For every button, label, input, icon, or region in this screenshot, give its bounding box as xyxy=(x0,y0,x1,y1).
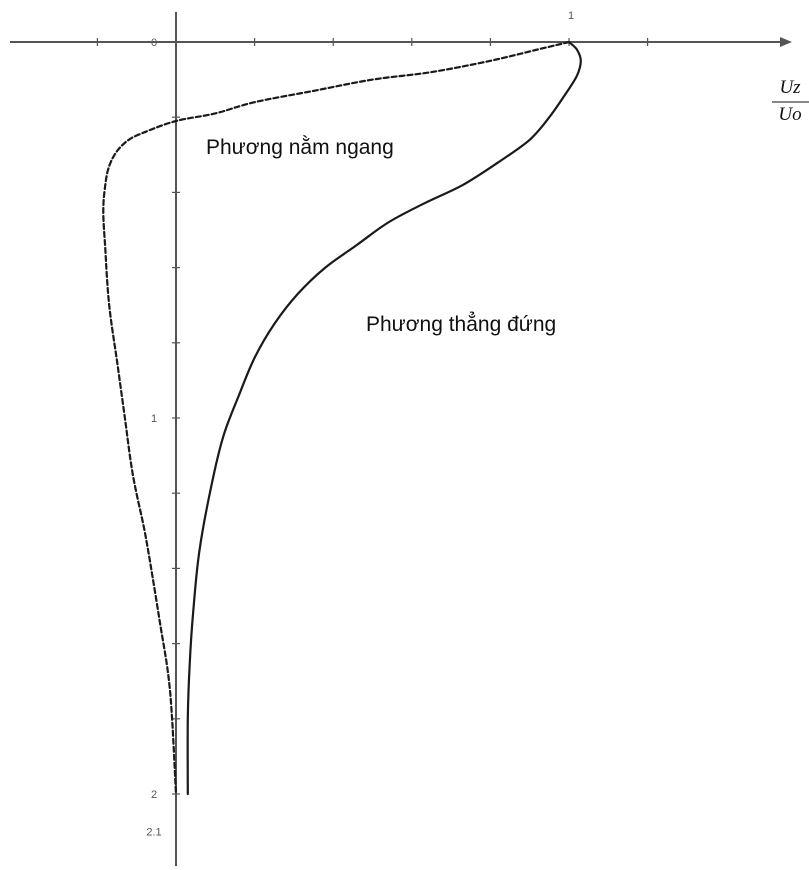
x-axis-arrow xyxy=(780,37,792,47)
x-tick-label: 1 xyxy=(568,10,574,22)
series-vertical-line xyxy=(186,40,582,796)
y-tick-label: 1 xyxy=(151,413,157,425)
axes xyxy=(10,12,792,866)
annotation-vertical: Phương thẳng đứng xyxy=(366,312,556,336)
unit-denominator: Uo xyxy=(778,104,801,125)
y-tick-label: 2 xyxy=(151,789,157,801)
x-axis-unit-label: Uz Uo xyxy=(772,77,809,125)
tick-labels: 1 0 1 2 2.1 xyxy=(146,10,574,839)
series-layer xyxy=(102,40,582,796)
unit-numerator: Uz xyxy=(779,77,801,98)
y-tick-label: 2.1 xyxy=(146,827,161,839)
ticks xyxy=(96,38,649,795)
series-horizontal-line xyxy=(102,40,571,796)
annotation-horizontal: Phương nằm ngang xyxy=(206,136,394,159)
y-tick-label: 0 xyxy=(151,37,157,49)
annotation-layer: Phương nằm ngang Phương thẳng đứng xyxy=(206,136,556,336)
